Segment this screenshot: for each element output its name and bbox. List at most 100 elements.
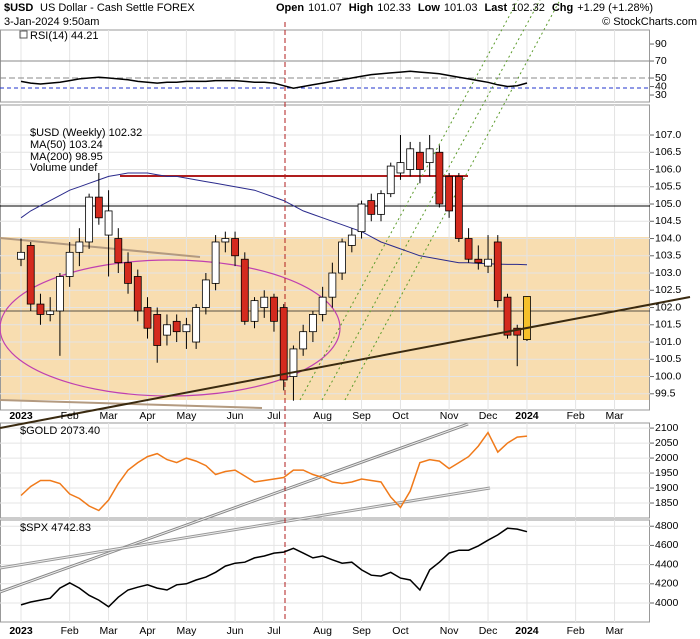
spx-panel [0,519,650,623]
candle-body [484,258,492,267]
y-tick-label: 104.5 [655,215,681,227]
legend-label: $SPX 4742.83 [20,522,91,534]
candle-body [464,238,473,260]
y-tick-label: 4600 [655,539,679,551]
candle-body [114,238,123,264]
candle-body [454,176,463,239]
x-tick-label: Jun [227,625,244,637]
instrument-name: US Dollar - Cash Settle FOREX [40,2,195,14]
candle-body [347,234,356,246]
quote-value: 101.07 [308,2,342,14]
x-tick-label: Feb [61,625,79,637]
y-tick-label: 101.0 [655,336,681,348]
y-tick-label: 100.5 [655,353,681,365]
legend-label: $USD (Weekly) 102.32 [30,127,142,139]
y-tick-label: 105.0 [655,198,681,210]
quote-value: 102.32 [511,2,545,14]
candle-body [308,314,317,333]
legend-icon [19,30,28,39]
candle-body [377,193,385,215]
y-tick-label: 103.5 [655,250,681,262]
x-tick-label: 2024 [515,410,539,422]
symbol: $USD [4,2,33,14]
candle-body [172,320,181,333]
candle-body [250,300,259,322]
series-line [20,431,528,512]
panel-frames [0,29,650,623]
x-tick-label: Dec [479,410,498,422]
trend-line [0,487,491,569]
channel-line [299,0,519,401]
x-tick-label: Jul [267,410,280,422]
y-tick-label: 105.5 [655,181,681,193]
y-tick-label: 50 [655,72,667,84]
legend-label: MA(50) 103.24 [30,139,103,151]
candle-body [406,148,415,170]
candle-body [299,331,308,350]
quote-label: Chg [552,2,573,14]
candle-body [445,176,454,212]
watermark: © StockCharts.com [602,16,697,28]
candle-body [493,241,502,302]
y-tick-label: 106.5 [655,146,681,158]
candle-body [182,324,191,333]
candle-body [260,296,269,308]
candle-body [46,310,55,315]
candle-body [201,279,210,308]
y-tick-label: 106.0 [655,163,681,175]
y-tick-label: 1850 [655,497,679,509]
candle-body [94,196,103,219]
quote-label: Open [276,2,304,14]
x-tick-label: Apr [139,410,156,422]
y-tick-label: 70 [655,55,667,67]
x-tick-label: Feb [61,410,79,422]
candle-body [153,314,162,346]
candle-body [192,307,201,343]
x-tick-label: Nov [440,410,459,422]
x-tick-label: 2023 [9,410,33,422]
y-tick-label: 4200 [655,578,679,590]
candle-body [163,324,171,336]
x-tick-label: Feb [567,625,585,637]
candle-body [425,148,434,164]
quote-value: 101.03 [444,2,478,14]
candle-body [386,165,395,195]
y-tick-label: 4000 [655,597,679,609]
x-tick-label: Mar [100,625,119,637]
candle-body [474,258,483,264]
y-tick-label: 2050 [655,437,679,449]
candle-body [133,276,142,312]
candle-body [289,348,298,377]
y-tick-label: 102.5 [655,284,681,296]
legend-label: RSI(14) 44.21 [30,30,98,42]
x-tick-label: May [176,625,197,637]
trend-line [0,296,691,429]
x-tick-label: Oct [392,410,408,422]
channel-line [344,0,561,401]
x-tick-label: Jul [267,625,280,637]
legend-label: $GOLD 2073.40 [20,425,100,437]
candle-body [523,296,531,341]
candle-body [17,251,25,260]
quote-line: Open 101.07 High 102.33 Low 101.03 Last 102.32 C… [276,2,653,14]
y-tick-label: 1900 [655,482,679,494]
x-tick-label: Mar [605,410,624,422]
y-tick-label: 2100 [655,422,679,434]
x-tick-label: Mar [605,625,624,637]
candle-body [396,162,405,174]
price-panel [0,104,650,411]
y-tick-label: 30 [655,89,667,101]
data-marks [17,70,531,608]
y-tick-label: 107.0 [655,129,681,141]
x-tick-label: Jun [227,410,244,422]
y-tick-label: 99.5 [655,388,676,400]
legend-label: Volume undef [30,162,98,174]
quote-label: High [349,2,374,14]
candle-body [85,196,94,243]
x-tick-label: Apr [139,625,156,637]
candle-body [124,262,132,284]
quote-value: +1.29 (+1.28%) [577,2,653,14]
x-tick-label: Feb [567,410,585,422]
candle-body [26,245,35,305]
